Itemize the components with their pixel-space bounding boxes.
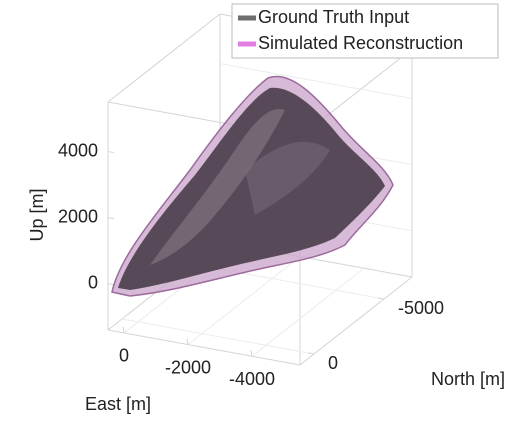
z-tick-label: 4000 xyxy=(58,140,98,160)
y-tick-label: 0 xyxy=(328,353,338,373)
z-axis-label: Up [m] xyxy=(27,188,47,241)
legend-label: Ground Truth Input xyxy=(258,7,409,27)
z-tick xyxy=(108,152,114,153)
y-tick-label: -5000 xyxy=(398,298,444,318)
z-tick xyxy=(108,218,114,219)
y-axis-label: North [m] xyxy=(431,369,505,389)
box-edge xyxy=(108,14,220,102)
x-tick xyxy=(187,339,188,345)
x-tick-label: -2000 xyxy=(165,357,211,377)
x-tick-label: -4000 xyxy=(229,369,275,389)
x-tick xyxy=(251,350,252,356)
y-tick xyxy=(308,353,314,354)
x-tick-label: 0 xyxy=(119,346,129,366)
legend-label: Simulated Reconstruction xyxy=(258,33,463,53)
z-tick xyxy=(108,284,114,285)
z-tick-label: 2000 xyxy=(58,206,98,226)
grid-line xyxy=(220,64,412,99)
chart: 0 2000 4000 0 -2000 -4000 -5000 0 Up [m] East [m]… xyxy=(0,0,529,421)
terrain xyxy=(112,76,393,296)
z-tick-label: 0 xyxy=(88,272,98,292)
box-edge xyxy=(300,277,412,365)
y-tick xyxy=(378,298,384,299)
x-tick xyxy=(123,327,124,333)
x-axis-label: East [m] xyxy=(85,394,151,414)
grid-line xyxy=(122,319,314,354)
